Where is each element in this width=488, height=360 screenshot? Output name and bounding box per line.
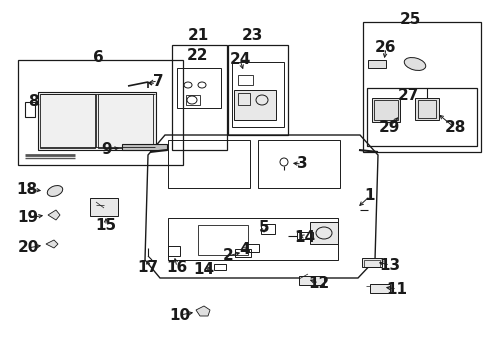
FancyBboxPatch shape (122, 144, 167, 150)
Text: 23: 23 (241, 28, 262, 44)
Text: 5: 5 (258, 220, 269, 235)
Text: 2: 2 (222, 248, 233, 264)
FancyBboxPatch shape (369, 284, 389, 293)
Text: 17: 17 (137, 260, 158, 274)
FancyBboxPatch shape (361, 258, 381, 267)
Text: 19: 19 (18, 211, 39, 225)
Text: 6: 6 (92, 50, 103, 66)
Text: 4: 4 (239, 242, 250, 256)
Text: 1: 1 (364, 189, 374, 203)
Text: 16: 16 (166, 260, 187, 274)
Text: 26: 26 (374, 40, 396, 55)
Text: 14: 14 (294, 230, 315, 244)
FancyBboxPatch shape (298, 276, 324, 285)
Text: 12: 12 (308, 275, 329, 291)
Text: 10: 10 (169, 307, 190, 323)
Text: 8: 8 (28, 94, 38, 108)
Text: 7: 7 (152, 73, 163, 89)
FancyBboxPatch shape (38, 92, 156, 150)
FancyBboxPatch shape (371, 98, 399, 122)
Text: 21: 21 (187, 28, 208, 44)
FancyBboxPatch shape (367, 60, 385, 68)
Text: 9: 9 (102, 141, 112, 157)
FancyBboxPatch shape (90, 198, 118, 216)
Text: 24: 24 (229, 53, 250, 68)
Ellipse shape (47, 185, 62, 197)
Text: 18: 18 (17, 181, 38, 197)
Text: 14: 14 (193, 261, 214, 276)
Ellipse shape (404, 58, 425, 71)
Polygon shape (46, 240, 58, 248)
Text: 27: 27 (397, 89, 418, 104)
Text: 13: 13 (379, 257, 400, 273)
Polygon shape (196, 306, 209, 316)
FancyBboxPatch shape (414, 98, 438, 120)
Text: 25: 25 (399, 12, 420, 27)
Text: 3: 3 (296, 157, 306, 171)
FancyBboxPatch shape (234, 90, 275, 120)
Text: 20: 20 (17, 240, 39, 256)
FancyBboxPatch shape (309, 222, 337, 244)
Text: 22: 22 (187, 49, 208, 63)
Text: 29: 29 (378, 121, 399, 135)
Text: 11: 11 (386, 282, 407, 297)
Text: 15: 15 (95, 219, 116, 234)
Polygon shape (48, 210, 60, 220)
Text: 28: 28 (444, 121, 465, 135)
